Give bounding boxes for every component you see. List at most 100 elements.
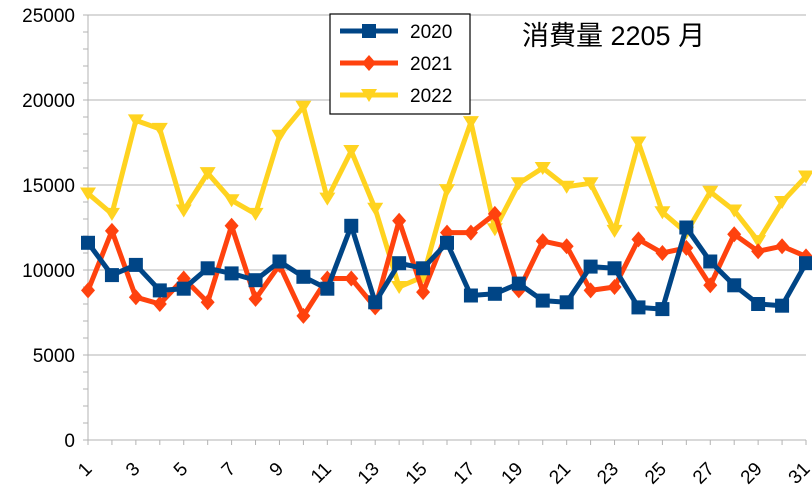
- data-point-2022: [175, 204, 192, 218]
- y-tick-label: 20000: [22, 91, 75, 112]
- x-tick-label: 29: [737, 459, 767, 489]
- data-point-2021: [416, 284, 431, 301]
- data-point-2022: [582, 177, 599, 191]
- data-point-2022: [319, 192, 336, 206]
- data-point-2022: [127, 114, 144, 128]
- data-point-2022: [367, 202, 384, 216]
- x-tick-labels: 1 3 5 7 9 11 13 15 17 19 21 23 25 27 29 31: [74, 459, 812, 489]
- data-point-2022: [774, 196, 791, 209]
- data-point-2020: [200, 261, 215, 276]
- legend-marker: [361, 89, 377, 102]
- data-point-2020: [368, 295, 383, 310]
- data-point-2021: [344, 270, 359, 287]
- series-2021: [81, 205, 812, 324]
- data-point-2022: [702, 185, 719, 199]
- legend-label: 2022: [410, 86, 452, 107]
- data-point-2021: [583, 282, 598, 299]
- data-point-2020: [511, 276, 526, 291]
- data-point-2020: [559, 295, 574, 310]
- axes: [83, 14, 807, 445]
- data-point-2022: [462, 116, 479, 130]
- x-tick-label: 5: [170, 459, 192, 481]
- data-point-2022: [534, 162, 551, 175]
- x-tick-label: 27: [689, 459, 719, 489]
- data-point-2022: [199, 167, 216, 181]
- data-point-2021: [487, 205, 502, 222]
- data-point-2020: [176, 281, 191, 296]
- series-layer: [80, 100, 812, 324]
- data-point-2020: [727, 278, 742, 293]
- data-point-2020: [535, 293, 550, 308]
- data-point-2021: [727, 226, 742, 243]
- data-point-2020: [703, 254, 718, 269]
- series-2020: [81, 218, 812, 317]
- x-tick-label: 3: [122, 459, 144, 481]
- data-point-2022: [295, 100, 312, 114]
- data-point-2020: [607, 261, 622, 276]
- data-point-2021: [751, 243, 766, 260]
- data-point-2022: [798, 170, 812, 184]
- legend-entry-2022: 2022: [340, 86, 452, 107]
- data-point-2021: [535, 233, 550, 250]
- data-point-2021: [392, 212, 407, 229]
- data-point-2022: [391, 281, 408, 294]
- data-point-2022: [439, 184, 455, 198]
- x-tick-label: 7: [218, 459, 240, 481]
- x-tick-label: 1: [74, 459, 96, 481]
- data-point-2021: [224, 217, 239, 234]
- legend-label: 2020: [410, 22, 452, 43]
- x-tick-label: 9: [266, 459, 288, 481]
- data-point-2020: [320, 281, 335, 296]
- legend: 2020 2021 2022: [329, 13, 471, 115]
- data-point-2022: [271, 129, 288, 143]
- data-point-2021: [703, 277, 718, 294]
- data-point-2022: [343, 145, 360, 158]
- x-tick-label: 21: [545, 459, 575, 489]
- data-point-2022: [606, 224, 623, 238]
- data-point-2021: [81, 282, 95, 299]
- data-point-2022: [103, 207, 120, 221]
- data-point-2020: [128, 257, 143, 272]
- data-point-2020: [751, 297, 766, 311]
- data-point-2022: [558, 180, 575, 194]
- x-tick-label: 17: [450, 459, 480, 489]
- data-point-2020: [224, 266, 239, 281]
- data-point-2021: [607, 279, 622, 295]
- data-point-2022: [510, 177, 527, 191]
- data-point-2021: [775, 238, 790, 255]
- y-tick-label: 5000: [33, 346, 75, 367]
- x-tick-label: 19: [498, 459, 528, 489]
- x-tick-label: 31: [785, 459, 812, 489]
- data-point-2022: [223, 194, 240, 208]
- data-point-2020: [272, 254, 287, 269]
- data-point-2020: [416, 261, 431, 276]
- data-point-2020: [152, 283, 167, 298]
- legend-entry-2021: 2021: [340, 54, 452, 75]
- series-2022: [80, 100, 812, 294]
- data-point-2021: [463, 224, 478, 241]
- data-point-2021: [296, 307, 311, 324]
- data-point-2021: [128, 289, 143, 306]
- data-point-2020: [631, 300, 646, 315]
- data-point-2020: [655, 302, 670, 317]
- data-point-2021: [559, 238, 574, 255]
- data-point-2020: [392, 256, 407, 271]
- data-point-2022: [654, 206, 671, 220]
- legend-entry-2020: 2020: [340, 22, 452, 43]
- data-point-2020: [775, 298, 790, 313]
- data-point-2020: [799, 256, 812, 271]
- data-point-2020: [440, 235, 454, 250]
- y-tick-label: 25000: [22, 6, 75, 27]
- x-tick-label: 11: [307, 459, 336, 488]
- data-point-2021: [248, 290, 263, 307]
- data-point-2022: [151, 122, 168, 136]
- data-point-2022: [726, 204, 743, 218]
- y-tick-label: 10000: [22, 261, 75, 282]
- data-point-2020: [463, 288, 478, 303]
- data-point-2021: [631, 231, 646, 248]
- data-point-2022: [750, 235, 767, 249]
- data-point-2020: [679, 220, 694, 235]
- data-point-2021: [104, 222, 119, 239]
